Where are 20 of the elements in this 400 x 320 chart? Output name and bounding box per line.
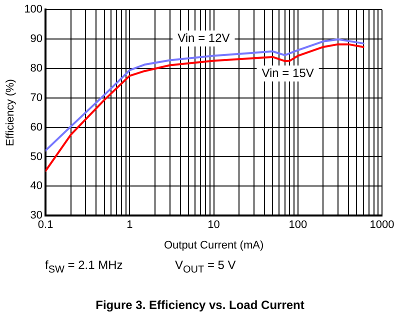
text: f$_{SW}$ = 2.1 MHz (45, 258, 123, 276)
text: V$_{OUT}$ = 5 V (175, 258, 236, 276)
y-tick-label: 90 (30, 33, 43, 46)
x-tick-label: 0.1 (38, 219, 54, 232)
y-tick-label: 30 (30, 210, 43, 222)
series-label: Vin = 15V (262, 66, 314, 80)
y-tick-label: 60 (30, 121, 43, 134)
x-tick-label: 1000 (370, 219, 394, 232)
x-axis-title: Output Current (mA) (164, 239, 264, 252)
x-tick-label: 100 (288, 219, 308, 232)
x-tick-label: 1 (126, 219, 133, 232)
text: Figure 3. Efficiency vs. Load Current (94, 298, 306, 312)
x-tick-label: 10 (208, 219, 220, 232)
y-tick-label: 40 (30, 180, 43, 192)
y-tick-label: 50 (30, 150, 43, 163)
y-tick-label: 100 (24, 4, 43, 16)
y-tick-label: 80 (30, 62, 43, 74)
y-tick-label: 70 (30, 92, 43, 104)
y-axis-title: Efficiency (%) (4, 79, 17, 146)
series-label: Vin = 12V (178, 30, 230, 45)
